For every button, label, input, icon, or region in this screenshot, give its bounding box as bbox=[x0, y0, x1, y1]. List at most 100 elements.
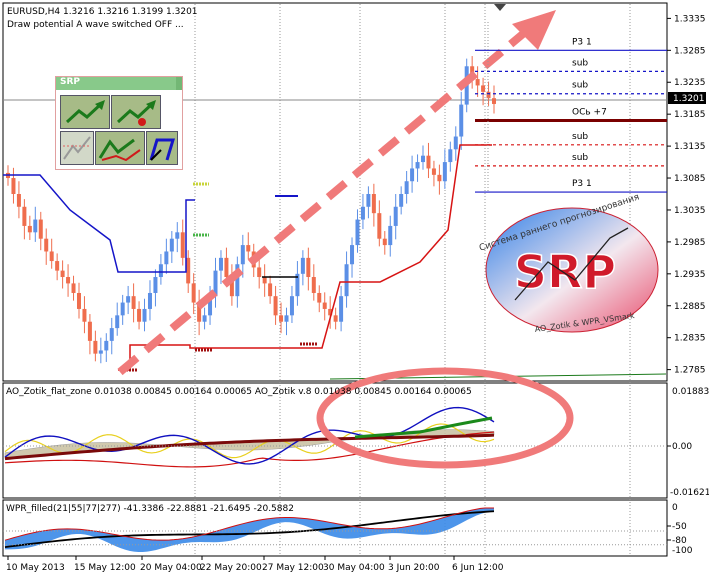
ao-blue-line bbox=[4, 406, 495, 465]
level-label: sub bbox=[572, 58, 588, 68]
channel-icon bbox=[149, 138, 176, 161]
ao-pane[interactable] bbox=[2, 382, 668, 499]
price-tick-label: 1.3185 bbox=[674, 110, 706, 120]
candle-body bbox=[208, 296, 213, 316]
candle-body bbox=[388, 225, 393, 246]
candle-body bbox=[153, 277, 158, 293]
candle-body bbox=[224, 257, 229, 278]
wpr-header: WPR_filled(21|55|77|277) -41.3386 -22.88… bbox=[6, 504, 294, 514]
candle-body bbox=[360, 206, 365, 220]
candle-body bbox=[115, 315, 120, 329]
price-tick-label: 1.2935 bbox=[674, 270, 706, 280]
candle-body bbox=[257, 267, 262, 278]
candle-body bbox=[16, 194, 21, 207]
ao-header: AO_Zotik_flat_zone 0.01038 0.00845 0.001… bbox=[6, 387, 472, 397]
srp-panel-title: SRP bbox=[60, 77, 81, 87]
candle-body bbox=[191, 283, 196, 303]
candle-body bbox=[289, 296, 294, 316]
highlight-ellipse bbox=[316, 367, 574, 469]
logo-main-text: SRP bbox=[514, 245, 616, 299]
candle-body bbox=[180, 232, 185, 258]
srp-logo: Система раннего прогнозирования SRP AO_Z… bbox=[478, 192, 659, 334]
price-tick-label: 1.2885 bbox=[674, 302, 706, 312]
candle-body bbox=[295, 273, 300, 297]
srp-panel-title-bar[interactable]: SRP bbox=[56, 77, 182, 90]
candle-body bbox=[33, 219, 38, 233]
candle-body bbox=[333, 315, 338, 322]
srp-button-up-dot[interactable] bbox=[111, 95, 161, 129]
srp-button-wave[interactable] bbox=[95, 131, 145, 165]
candle-body bbox=[366, 194, 371, 207]
srp-button-zigzag[interactable] bbox=[60, 131, 94, 165]
price-tick-label: 1.3035 bbox=[674, 206, 706, 216]
candle-body bbox=[235, 264, 240, 297]
price-axis[interactable]: 1.3335 1.3285 1.3235 1.3185 1.3135 1.3085 1.30… bbox=[667, 14, 706, 376]
candle-body bbox=[44, 238, 49, 252]
wave-arrow-icon bbox=[98, 138, 141, 162]
ao-tick-min: -0.01621 bbox=[670, 488, 709, 498]
wpr-fast-line bbox=[4, 507, 494, 541]
wpr-slow-line bbox=[4, 510, 495, 548]
candle-body bbox=[49, 251, 54, 262]
candle-body bbox=[213, 270, 218, 297]
main-chart-marks bbox=[3, 56, 667, 380]
level-label: sub bbox=[572, 81, 588, 91]
candle-body bbox=[437, 174, 442, 182]
candle-body bbox=[415, 162, 420, 169]
candle-body bbox=[273, 296, 278, 316]
price-tick-label: 1.2785 bbox=[674, 366, 706, 376]
level-label: sub bbox=[572, 132, 588, 142]
candle-body bbox=[317, 292, 322, 303]
srp-button-channel[interactable] bbox=[146, 131, 178, 165]
candle-body bbox=[481, 85, 486, 92]
candle-body bbox=[344, 264, 349, 297]
candle-body bbox=[120, 302, 125, 316]
candle-body bbox=[421, 155, 426, 163]
srp-button-up[interactable] bbox=[60, 95, 110, 129]
time-tick-label: 15 May 12:00 bbox=[74, 563, 136, 573]
price-tick-label: 1.3235 bbox=[674, 78, 706, 88]
candle-body bbox=[382, 238, 387, 246]
candle-body bbox=[169, 238, 174, 252]
candle-body bbox=[240, 245, 245, 265]
candle-body bbox=[175, 232, 180, 239]
candle-body bbox=[109, 328, 114, 341]
wpr-tick-0: 0 bbox=[672, 503, 678, 513]
candle-body bbox=[328, 308, 333, 316]
candle-body bbox=[371, 194, 376, 214]
wpr-filled-band bbox=[5, 508, 494, 553]
level-label: P3 1 bbox=[572, 179, 592, 189]
candle-body bbox=[306, 257, 311, 278]
zigzag-icon bbox=[63, 136, 91, 160]
wpr-tick-100: -100 bbox=[672, 546, 693, 556]
ao-tick-zero: 0.00 bbox=[672, 442, 692, 452]
candle-body bbox=[202, 315, 207, 322]
candle-body bbox=[164, 251, 169, 265]
current-price-label: 1.3201 bbox=[673, 94, 705, 104]
candle-body bbox=[355, 219, 360, 246]
wpr-pane[interactable] bbox=[2, 499, 668, 557]
candle-body bbox=[71, 283, 76, 293]
candle-body bbox=[22, 206, 27, 226]
wpr-tick-50: -50 bbox=[672, 522, 687, 532]
price-tick-label: 1.3085 bbox=[674, 174, 706, 184]
candle-body bbox=[104, 340, 109, 351]
upper-envelope-line bbox=[3, 174, 195, 273]
candle-body bbox=[218, 257, 223, 271]
candle-body bbox=[11, 178, 16, 194]
candle-body bbox=[126, 296, 131, 303]
candle-body bbox=[475, 79, 480, 86]
candle-body bbox=[377, 213, 382, 239]
candle-body bbox=[350, 245, 355, 265]
srp-panel[interactable]: SRP bbox=[55, 76, 183, 170]
candle-body bbox=[262, 277, 267, 284]
time-tick-label: 10 May 2013 bbox=[6, 563, 65, 573]
time-tick-label: 27 May 12:00 bbox=[262, 563, 324, 573]
shift-marker-icon[interactable] bbox=[494, 4, 506, 11]
candle-body bbox=[131, 296, 136, 309]
time-tick-label: 6 Jun 12:00 bbox=[452, 563, 504, 573]
candle-body bbox=[158, 264, 163, 278]
